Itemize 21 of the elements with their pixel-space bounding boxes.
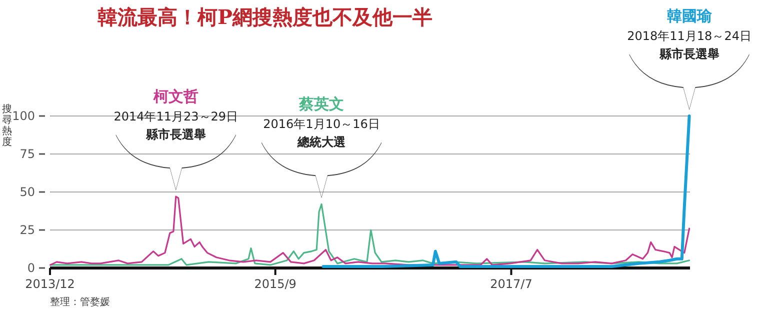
text: 柯文哲 bbox=[152, 88, 198, 106]
y-axis-title: 搜尋熱度 bbox=[2, 103, 12, 148]
annotation: 2014年11月23～29日 bbox=[114, 110, 238, 124]
text: 縣市長選舉 bbox=[658, 47, 720, 61]
annotation: 2016年1月10～16日 bbox=[263, 117, 380, 132]
annotation: 縣市長選舉 bbox=[144, 128, 206, 142]
y-tick-label: 25 bbox=[20, 223, 35, 237]
annotation: 總統大選 bbox=[296, 135, 347, 150]
text: 蔡英文 bbox=[298, 95, 344, 114]
text: 整理：管婺媛 bbox=[50, 296, 110, 308]
y-tick-label: 100 bbox=[12, 109, 35, 123]
x-tick-label: 2017/7 bbox=[490, 277, 532, 291]
text: 韓國瑜 bbox=[666, 7, 713, 25]
x-tick-label: 2015/9 bbox=[254, 277, 296, 291]
y-tick-label: 75 bbox=[20, 147, 35, 161]
y-tick-label: 50 bbox=[20, 185, 35, 199]
text: 2018年11月18～24日 bbox=[627, 29, 752, 43]
y-tick-label: 0 bbox=[27, 261, 35, 275]
x-tick-label: 2013/12 bbox=[25, 277, 75, 291]
chart-title: 韓流最高！柯P網搜熱度也不及他一半 bbox=[97, 5, 433, 29]
line-series bbox=[322, 114, 691, 268]
